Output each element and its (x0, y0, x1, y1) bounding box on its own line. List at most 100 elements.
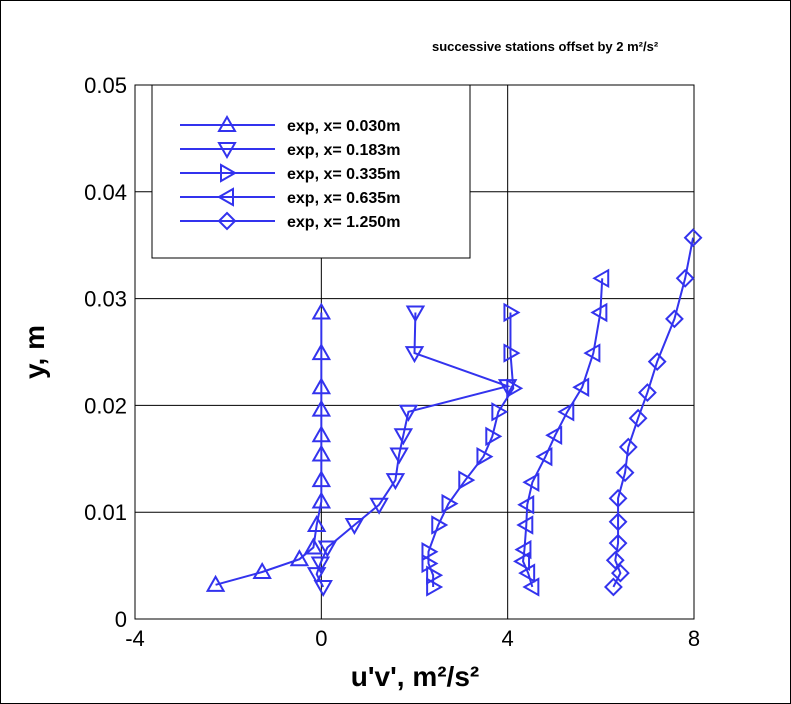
data-point (610, 563, 630, 583)
data-point (344, 518, 365, 536)
data-point (205, 574, 226, 592)
data-point (441, 493, 459, 514)
data-point (514, 539, 532, 560)
data-point (398, 404, 419, 422)
data-point (503, 302, 521, 323)
data-point (675, 268, 695, 288)
data-point (665, 309, 684, 329)
data-point (618, 437, 638, 457)
data-point (404, 346, 425, 364)
y-tick-label: 0.03 (84, 287, 127, 312)
series-3 (421, 302, 524, 597)
data-point (306, 515, 327, 533)
legend-marker (217, 114, 237, 132)
data-point (572, 377, 590, 397)
data-point (522, 577, 540, 597)
data-point (311, 491, 332, 509)
data-point (311, 302, 332, 320)
data-point (405, 305, 426, 323)
y-tick-label: 0.01 (84, 500, 127, 525)
legend-entry: exp, x= 0.030m (180, 114, 400, 135)
legend-marker (217, 211, 237, 231)
data-point (535, 446, 553, 467)
data-point (491, 402, 509, 422)
data-point (590, 302, 608, 323)
data-point (311, 444, 332, 462)
series-line (215, 312, 323, 586)
data-point (516, 515, 534, 535)
legend-label: exp, x= 0.183m (287, 142, 400, 159)
data-point (557, 402, 575, 422)
data-point (647, 352, 667, 372)
data-point (311, 399, 332, 417)
legend-marker (220, 163, 238, 183)
series-line (522, 278, 604, 588)
data-point (518, 563, 536, 583)
data-point (476, 446, 494, 467)
legend-entry: exp, x= 0.335m (180, 163, 400, 183)
data-point (485, 426, 503, 447)
data-point (503, 343, 521, 363)
data-point (683, 228, 703, 248)
annotation: successive stations offset by 2 m²/s² (432, 39, 659, 54)
data-point (603, 577, 623, 597)
data-point (426, 577, 444, 597)
y-tick-label: 0.02 (84, 393, 127, 418)
legend-entry: exp, x= 0.635m (180, 187, 400, 207)
data-point (583, 343, 601, 363)
data-point (605, 550, 625, 570)
data-point (393, 428, 414, 446)
series-4 (513, 268, 610, 597)
series-group (205, 228, 703, 597)
data-point (310, 556, 331, 574)
data-point (389, 447, 409, 465)
data-point (638, 383, 657, 402)
legend-entry: exp, x= 1.250m (180, 211, 400, 231)
data-point (608, 512, 628, 532)
series-line (427, 312, 515, 587)
data-point (592, 268, 610, 289)
data-point (608, 488, 628, 508)
data-point (385, 473, 406, 491)
data-point (517, 495, 535, 515)
x-tick-label: -4 (125, 626, 145, 651)
legend-label: exp, x= 0.030m (287, 118, 400, 135)
series-1 (205, 302, 332, 592)
data-point (289, 549, 310, 567)
legend-marker (216, 187, 234, 207)
data-point (317, 540, 338, 558)
data-point (628, 408, 648, 428)
y-tick-label: 0 (115, 607, 127, 632)
legend-label: exp, x= 0.335m (287, 166, 400, 183)
data-point (431, 515, 449, 535)
data-point (311, 377, 332, 395)
data-point (458, 470, 476, 490)
data-point (311, 343, 332, 361)
legend-label: exp, x= 0.635m (287, 190, 400, 207)
data-point (615, 463, 635, 483)
data-point (369, 497, 389, 515)
data-point (311, 425, 332, 443)
legend-marker (217, 142, 237, 160)
series-5 (603, 228, 703, 597)
data-point (313, 579, 333, 597)
x-tick-label: 4 (502, 626, 514, 651)
legend-label: exp, x= 1.250m (287, 214, 400, 231)
legend-entry: exp, x= 0.183m (180, 142, 400, 160)
data-point (421, 541, 439, 562)
data-point (311, 470, 332, 488)
data-point (306, 567, 327, 585)
legend: exp, x= 0.030m exp, x= 0.183m exp, x= 0.33… (151, 84, 471, 259)
data-point (608, 533, 628, 553)
data-point (513, 551, 531, 572)
x-axis-label: u'v', m²/s² (351, 661, 479, 692)
series-line (612, 237, 695, 588)
y-axis-label: y, m (19, 325, 50, 379)
legend-box (151, 84, 471, 259)
data-point (506, 378, 524, 399)
data-point (252, 561, 272, 580)
x-tick-label: 0 (315, 626, 327, 651)
data-point (522, 472, 540, 493)
data-point (545, 425, 563, 446)
